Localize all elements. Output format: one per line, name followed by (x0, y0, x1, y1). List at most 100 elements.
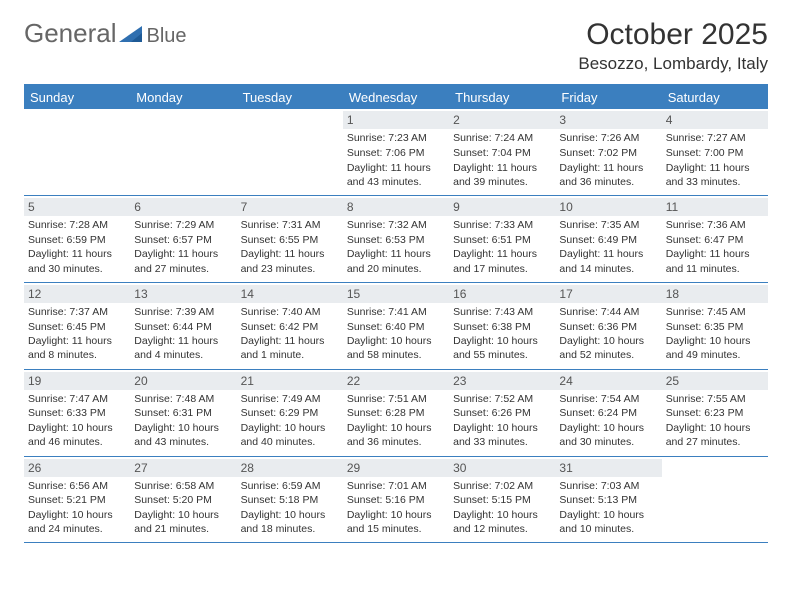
day-number: 15 (343, 285, 449, 303)
day-cell: 8Sunrise: 7:32 AMSunset: 6:53 PMDaylight… (343, 196, 449, 282)
sunset-line: Sunset: 5:15 PM (453, 493, 551, 507)
daylight-line: Daylight: 11 hours and 27 minutes. (134, 247, 232, 275)
day-cell: 1 Sunrise: 7:23 AMSunset: 7:06 PMDaylight… (343, 109, 449, 195)
day-number: 9 (449, 198, 555, 216)
day-number: 8 (343, 198, 449, 216)
day-number: 13 (130, 285, 236, 303)
day-number: 22 (343, 372, 449, 390)
weeks-container: 1Sunrise: 7:23 AMSunset: 7:06 PMDaylight… (24, 109, 768, 543)
sunrise-line: Sunrise: 7:55 AM (666, 392, 764, 406)
sunrise-line: Sunrise: 7:39 AM (134, 305, 232, 319)
sunset-line: Sunset: 6:53 PM (347, 233, 445, 247)
sunrise-line: Sunrise: 7:44 AM (559, 305, 657, 319)
daylight-line: Daylight: 11 hours and 17 minutes. (453, 247, 551, 275)
day-header-thu: Thursday (449, 86, 555, 109)
daylight-line: Daylight: 11 hours and 30 minutes. (28, 247, 126, 275)
sunset-line: Sunset: 7:06 PM (347, 146, 445, 160)
day-cell: 4Sunrise: 7:27 AMSunset: 7:00 PMDaylight… (662, 109, 768, 195)
calendar: Sunday Monday Tuesday Wednesday Thursday… (24, 84, 768, 543)
day-cell: 14Sunrise: 7:40 AMSunset: 6:42 PMDayligh… (237, 283, 343, 369)
day-cell: 15 Sunrise: 7:41 AMSunset: 6:40 PMDayligh… (343, 283, 449, 369)
daylight-line: Daylight: 11 hours and 8 minutes. (28, 334, 126, 362)
sunset-line: Sunset: 5:13 PM (559, 493, 657, 507)
daylight-line: Daylight: 10 hours and 10 minutes. (559, 508, 657, 536)
sunrise-line: Sunrise: 7:45 AM (666, 305, 764, 319)
brand-logo: General Blue (24, 18, 187, 49)
sunrise-line: Sunrise: 7:33 AM (453, 218, 551, 232)
day-number: 27 (130, 459, 236, 477)
sunset-line: Sunset: 6:59 PM (28, 233, 126, 247)
month-title: October 2025 (578, 18, 768, 52)
sunset-line: Sunset: 6:23 PM (666, 406, 764, 420)
week-row: 19Sunrise: 7:47 AMSunset: 6:33 PMDayligh… (24, 370, 768, 457)
day-cell: 17Sunrise: 7:44 AMSunset: 6:36 PMDayligh… (555, 283, 661, 369)
title-block: October 2025 Besozzo, Lombardy, Italy (578, 18, 768, 74)
day-number: 30 (449, 459, 555, 477)
day-cell: 27Sunrise: 6:58 AMSunset: 5:20 PMDayligh… (130, 457, 236, 543)
week-row: 5Sunrise: 7:28 AMSunset: 6:59 PMDaylight… (24, 196, 768, 283)
daylight-line: Daylight: 10 hours and 30 minutes. (559, 421, 657, 449)
sunset-line: Sunset: 6:40 PM (347, 320, 445, 334)
day-cell: 28Sunrise: 6:59 AMSunset: 5:18 PMDayligh… (237, 457, 343, 543)
day-number: 5 (24, 198, 130, 216)
day-cell: 16Sunrise: 7:43 AMSunset: 6:38 PMDayligh… (449, 283, 555, 369)
sunrise-line: Sunrise: 7:03 AM (559, 479, 657, 493)
sunrise-line: Sunrise: 7:52 AM (453, 392, 551, 406)
sunset-line: Sunset: 6:24 PM (559, 406, 657, 420)
sunset-line: Sunset: 5:21 PM (28, 493, 126, 507)
sunset-line: Sunset: 6:36 PM (559, 320, 657, 334)
sunset-line: Sunset: 6:26 PM (453, 406, 551, 420)
daylight-line: Daylight: 11 hours and 4 minutes. (134, 334, 232, 362)
day-cell (24, 109, 130, 195)
day-number: 19 (24, 372, 130, 390)
sunset-line: Sunset: 6:31 PM (134, 406, 232, 420)
daylight-line: Daylight: 10 hours and 36 minutes. (347, 421, 445, 449)
daylight-line: Daylight: 10 hours and 27 minutes. (666, 421, 764, 449)
day-cell: 18 Sunrise: 7:45 AMSunset: 6:35 PMDayligh… (662, 283, 768, 369)
sunset-line: Sunset: 6:35 PM (666, 320, 764, 334)
day-cell: 22Sunrise: 7:51 AMSunset: 6:28 PMDayligh… (343, 370, 449, 456)
daylight-line: Daylight: 10 hours and 46 minutes. (28, 421, 126, 449)
day-number: 26 (24, 459, 130, 477)
day-header-sat: Saturday (662, 86, 768, 109)
day-cell: 25Sunrise: 7:55 AMSunset: 6:23 PMDayligh… (662, 370, 768, 456)
sunrise-line: Sunrise: 7:02 AM (453, 479, 551, 493)
sunrise-line: Sunrise: 7:47 AM (28, 392, 126, 406)
day-cell (237, 109, 343, 195)
sunset-line: Sunset: 5:18 PM (241, 493, 339, 507)
daylight-line: Daylight: 11 hours and 43 minutes. (347, 161, 445, 189)
day-number: 23 (449, 372, 555, 390)
sunset-line: Sunset: 6:33 PM (28, 406, 126, 420)
day-number: 24 (555, 372, 661, 390)
brand-text-1: General (24, 18, 117, 49)
day-number: 6 (130, 198, 236, 216)
day-number: 2 (449, 111, 555, 129)
sunset-line: Sunset: 6:38 PM (453, 320, 551, 334)
daylight-line: Daylight: 10 hours and 43 minutes. (134, 421, 232, 449)
day-number: 17 (555, 285, 661, 303)
sunrise-line: Sunrise: 7:24 AM (453, 131, 551, 145)
day-cell: 7Sunrise: 7:31 AMSunset: 6:55 PMDaylight… (237, 196, 343, 282)
sunrise-line: Sunrise: 7:54 AM (559, 392, 657, 406)
sunrise-line: Sunrise: 7:41 AM (347, 305, 445, 319)
daylight-line: Daylight: 10 hours and 33 minutes. (453, 421, 551, 449)
day-number: 10 (555, 198, 661, 216)
day-number: 1 (343, 111, 449, 129)
sunrise-line: Sunrise: 7:29 AM (134, 218, 232, 232)
brand-triangle-icon (119, 24, 145, 44)
day-cell: 12Sunrise: 7:37 AMSunset: 6:45 PMDayligh… (24, 283, 130, 369)
sunrise-line: Sunrise: 7:26 AM (559, 131, 657, 145)
daylight-line: Daylight: 10 hours and 49 minutes. (666, 334, 764, 362)
sunrise-line: Sunrise: 7:43 AM (453, 305, 551, 319)
day-cell: 13Sunrise: 7:39 AMSunset: 6:44 PMDayligh… (130, 283, 236, 369)
daylight-line: Daylight: 10 hours and 58 minutes. (347, 334, 445, 362)
sunset-line: Sunset: 6:55 PM (241, 233, 339, 247)
day-number: 18 (662, 285, 768, 303)
day-number: 29 (343, 459, 449, 477)
day-cell: 6Sunrise: 7:29 AMSunset: 6:57 PMDaylight… (130, 196, 236, 282)
daylight-line: Daylight: 10 hours and 21 minutes. (134, 508, 232, 536)
sunrise-line: Sunrise: 7:23 AM (347, 131, 445, 145)
sunrise-line: Sunrise: 7:35 AM (559, 218, 657, 232)
day-number: 20 (130, 372, 236, 390)
sunrise-line: Sunrise: 7:27 AM (666, 131, 764, 145)
